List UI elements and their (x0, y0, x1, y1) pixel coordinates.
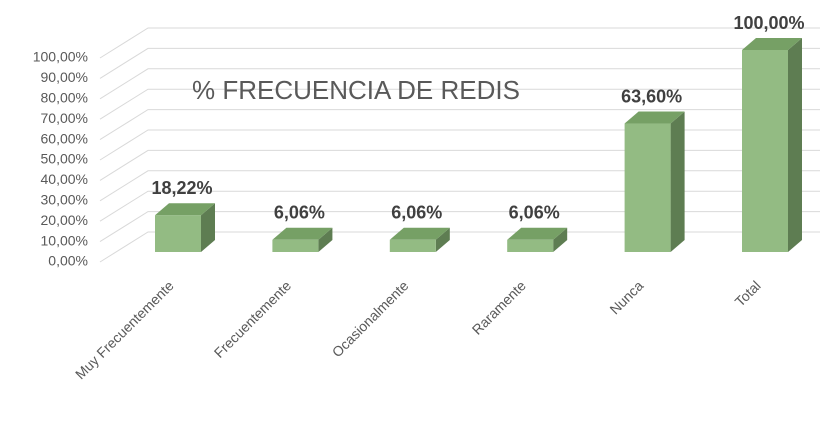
y-tick-label: 60,00% (41, 130, 88, 146)
bar-side (670, 111, 685, 252)
y-tick-label: 40,00% (41, 171, 88, 187)
bar-front (272, 239, 319, 252)
grid-line (99, 27, 820, 59)
bar (507, 227, 568, 252)
grid-line (99, 170, 820, 202)
bar-front (155, 215, 201, 252)
bar-top (389, 227, 450, 240)
bar-side (435, 227, 450, 252)
grid-line (99, 211, 820, 243)
y-tick-label: 10,00% (41, 232, 88, 248)
grid-line (99, 109, 820, 141)
bar-front (624, 123, 671, 252)
x-tick-label: Nunca (606, 277, 646, 317)
bar-front (507, 239, 554, 252)
grid-line (99, 47, 820, 79)
x-tick-label: Raramente (469, 277, 529, 337)
bar (272, 227, 333, 252)
data-label: 6,06% (509, 203, 560, 223)
bar-side (201, 203, 215, 252)
bar-top (624, 111, 685, 124)
grid-line (99, 190, 820, 222)
y-tick-label: 90,00% (41, 69, 88, 85)
y-tick-label: 30,00% (41, 192, 88, 208)
y-tick-label: 70,00% (41, 110, 88, 126)
y-tick-label: 50,00% (41, 151, 88, 167)
data-label: 6,06% (274, 203, 325, 223)
grid-line (99, 68, 820, 100)
bar (742, 38, 802, 252)
data-label: 18,22% (151, 178, 212, 198)
bar-front (389, 239, 436, 252)
bar-front (742, 50, 788, 252)
grid-line (99, 129, 820, 161)
x-tick-label: Muy Frecuentemente (72, 277, 177, 382)
grid-line (99, 149, 820, 181)
x-tick-label: Total (732, 277, 764, 309)
bar-top (155, 203, 215, 216)
bar (155, 203, 215, 252)
data-label: 63,60% (621, 86, 682, 106)
bar-top (742, 38, 802, 50)
y-tick-label: 100,00% (33, 49, 88, 65)
y-tick-label: 20,00% (41, 212, 88, 228)
bar (624, 111, 685, 252)
x-tick-label: Ocasionalmente (329, 277, 412, 360)
y-tick-label: 80,00% (41, 90, 88, 106)
x-tick-label: Frecuentemente (211, 277, 295, 361)
chart-title: % FRECUENCIA DE REDIS (192, 75, 520, 105)
bar-side (318, 227, 333, 252)
y-tick-label: 0,00% (48, 253, 88, 269)
bar (389, 227, 450, 252)
bar-side (553, 227, 568, 252)
bar-top (272, 227, 333, 240)
data-label: 100,00% (733, 13, 804, 33)
grid-line (99, 88, 820, 120)
bar-top (507, 227, 568, 240)
data-label: 6,06% (391, 203, 442, 223)
grid-line (99, 231, 820, 263)
bar-side (788, 38, 802, 252)
